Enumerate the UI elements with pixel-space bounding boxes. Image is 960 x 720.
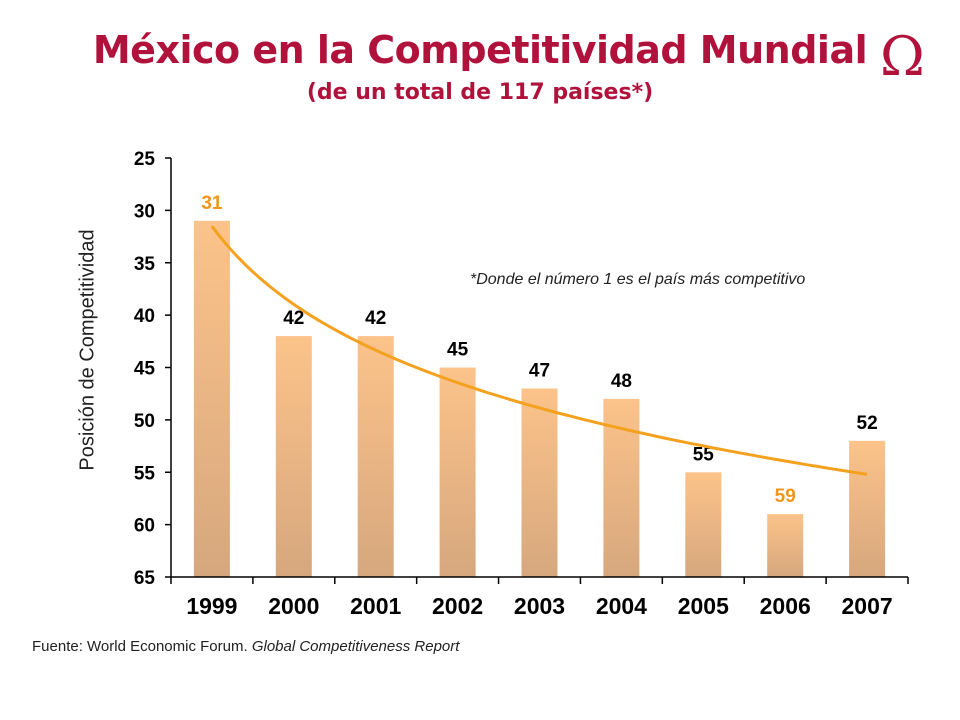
bar-2001 (357, 336, 394, 577)
bar-1999 (193, 220, 230, 577)
bar-2007 (849, 440, 886, 577)
x-tick-label-2000: 2000 (268, 593, 319, 619)
chart-subtitle: (de un total de 117 países*) (306, 80, 654, 105)
bar-2000 (275, 336, 312, 577)
y-tick-label-35: 35 (134, 254, 156, 275)
bar-2002 (439, 367, 476, 577)
x-tick-label-2004: 2004 (596, 593, 647, 619)
data-label-2002: 45 (447, 340, 469, 361)
omega-logo-icon: Ω (880, 25, 925, 88)
data-label-2007: 52 (857, 413, 878, 434)
x-tick-label-2006: 2006 (760, 593, 811, 619)
x-tick-label-2003: 2003 (514, 593, 565, 619)
data-label-1999: 31 (201, 193, 223, 214)
y-tick-label-25: 25 (134, 149, 156, 170)
y-tick-label-65: 65 (134, 568, 156, 589)
source-publication: Global Competitiveness Report (251, 638, 460, 655)
bar-2003 (521, 388, 558, 577)
y-tick-label-60: 60 (134, 516, 155, 537)
y-tick-label-50: 50 (134, 411, 155, 432)
data-label-2003: 47 (529, 361, 550, 382)
source-citation: Fuente: World Economic Forum. Global Com… (32, 638, 459, 655)
chart-title: México en la Competitividad Mundial (92, 28, 868, 72)
y-tick-label-30: 30 (134, 201, 155, 222)
x-tick-label-2007: 2007 (842, 593, 893, 619)
data-label-2000: 42 (283, 308, 304, 329)
bar-2006 (767, 514, 804, 577)
x-tick-label-2001: 2001 (350, 593, 401, 619)
data-label-2006: 59 (775, 486, 796, 507)
x-tick-label-1999: 1999 (186, 593, 237, 619)
data-label-2004: 48 (611, 371, 632, 392)
bar-2005 (685, 472, 722, 578)
data-label-2001: 42 (365, 308, 386, 329)
trend-line (210, 225, 868, 476)
y-tick-label-40: 40 (134, 306, 155, 327)
x-tick-label-2005: 2005 (678, 593, 729, 619)
y-tick-label-45: 45 (134, 359, 156, 380)
ranking-footnote: *Donde el número 1 es el país más compet… (470, 271, 806, 288)
y-tick-label-55: 55 (134, 463, 156, 484)
x-tick-label-2002: 2002 (432, 593, 483, 619)
data-label-2005: 55 (693, 444, 715, 465)
source-prefix: Fuente: World Economic Forum. (32, 638, 252, 655)
